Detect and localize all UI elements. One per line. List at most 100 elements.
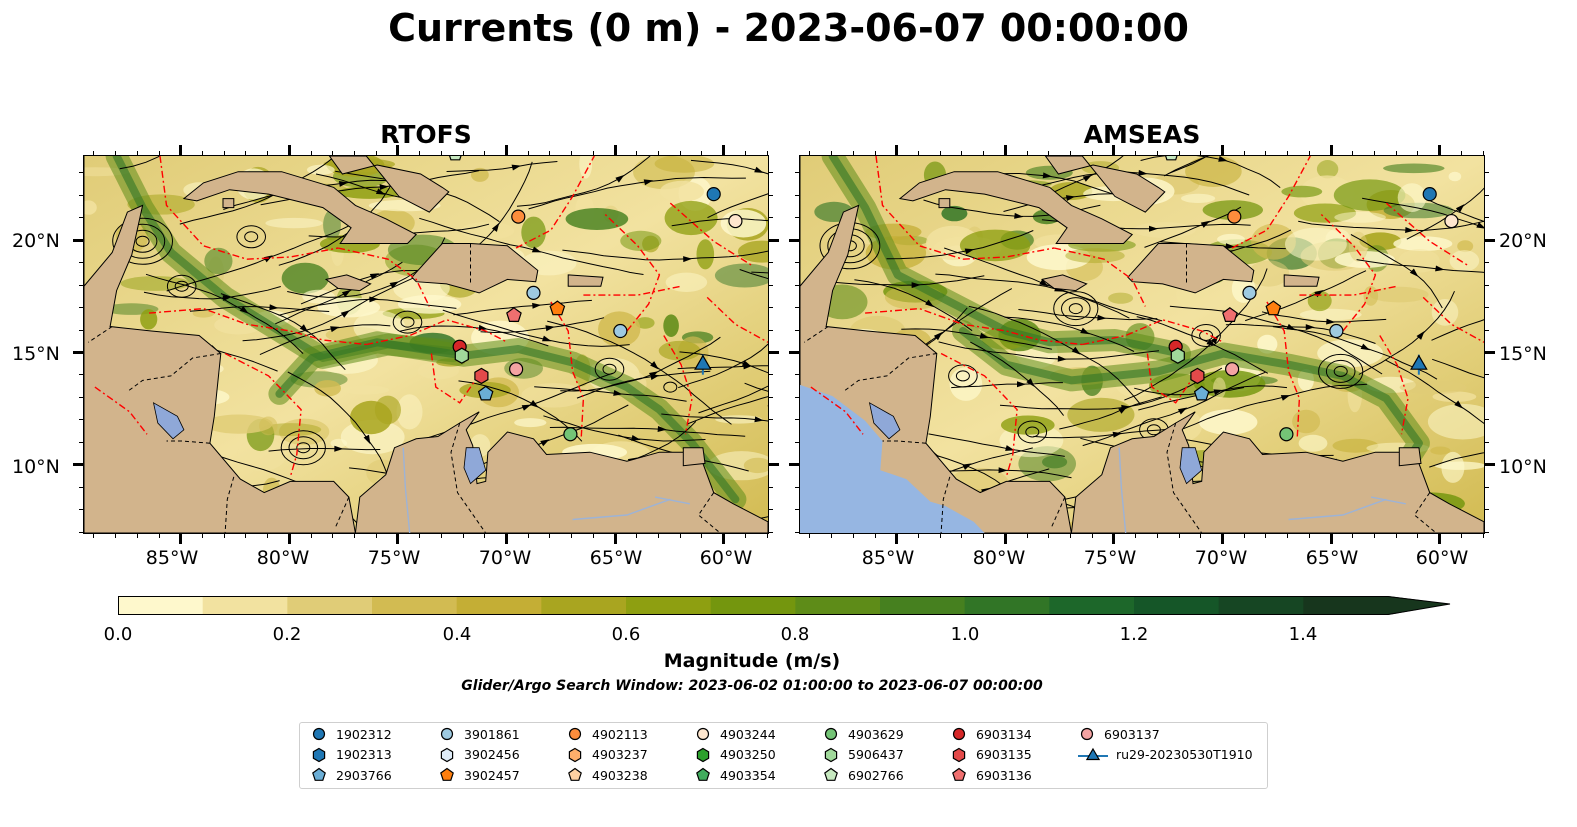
legend-circle[interactable]	[312, 727, 326, 741]
legend-item-6903137: 6903137	[1078, 725, 1160, 743]
axis-tick	[769, 350, 779, 354]
legend-label: 4903629	[848, 726, 904, 742]
axis-tick	[917, 151, 919, 155]
axis-tick	[310, 151, 312, 155]
float-6903137[interactable]	[509, 362, 524, 377]
map-rtofs[interactable]	[84, 156, 768, 533]
axis-tick	[1265, 151, 1267, 155]
land-trinidad	[1398, 447, 1422, 467]
colorbar-segment	[710, 596, 796, 615]
legend-pentagon[interactable]	[952, 767, 966, 781]
legend-pentagon[interactable]	[824, 767, 838, 781]
axis-tick	[245, 151, 247, 155]
float-4903629[interactable]	[563, 427, 578, 442]
float-3901861[interactable]	[1242, 285, 1257, 300]
float-5906437[interactable]	[1170, 347, 1185, 364]
legend-hexagon[interactable]	[696, 747, 710, 762]
axis-tick	[1329, 534, 1333, 544]
legend-triangle[interactable]	[1085, 747, 1101, 760]
axis-tick	[1485, 396, 1489, 398]
axis-tick	[223, 151, 225, 155]
land-hispaniola	[411, 243, 539, 294]
legend-hexagon[interactable]	[824, 747, 838, 762]
axis-tick	[79, 217, 83, 219]
legend-circle[interactable]	[824, 727, 838, 741]
land-hispaniola	[1127, 243, 1255, 294]
glider-ru29-20230530T1910[interactable]	[1410, 354, 1428, 370]
axis-tick	[79, 374, 83, 376]
axis-tick	[79, 262, 83, 264]
axis-tick	[571, 151, 573, 155]
float-6903137[interactable]	[1225, 362, 1240, 377]
lon-label-65-amseas: 65°W	[1305, 547, 1359, 569]
map-amseas[interactable]	[800, 156, 1484, 533]
float-3902457[interactable]	[549, 300, 566, 316]
axis-tick	[79, 396, 83, 398]
float-4903629[interactable]	[1279, 427, 1294, 442]
legend-circle[interactable]	[952, 727, 966, 741]
legend-item-2903766: 2903766	[310, 766, 392, 784]
float-6903136[interactable]	[506, 307, 522, 322]
float-3901861[interactable]	[526, 285, 541, 300]
legend-label: 3902457	[464, 767, 520, 783]
axis-tick	[1200, 534, 1202, 538]
float-3902457[interactable]	[1265, 300, 1282, 316]
colorbar-tick-0.6: 0.6	[611, 624, 641, 645]
legend-hexagon[interactable]	[440, 747, 454, 762]
legend-circle[interactable]	[568, 727, 582, 741]
float-4903244[interactable]	[728, 213, 743, 229]
legend-hexagon[interactable]	[568, 747, 582, 762]
land-isleOfPines	[222, 198, 235, 209]
map-panel-amseas[interactable]	[799, 155, 1485, 534]
land-cuba	[898, 171, 1134, 244]
land-jamaica	[324, 274, 372, 292]
legend-hexagon[interactable]	[952, 747, 966, 762]
axis-tick	[636, 534, 638, 538]
axis-tick	[1308, 534, 1310, 538]
colorbar-segment	[880, 596, 966, 615]
legend-item-6903134: 6903134	[950, 725, 1032, 743]
legend-pentagon[interactable]	[568, 767, 582, 781]
float-3901861[interactable]	[1329, 323, 1344, 339]
float-6902766[interactable]	[1164, 156, 1178, 161]
lon-label-60-rtofs: 60°W	[699, 547, 753, 569]
legend-circle[interactable]	[696, 727, 710, 741]
float-4902113[interactable]	[511, 209, 526, 224]
axis-tick	[73, 350, 83, 354]
legend-pentagon[interactable]	[440, 767, 454, 781]
float-6903135[interactable]	[474, 367, 489, 385]
axis-tick	[789, 238, 799, 242]
legend-hexagon[interactable]	[312, 747, 326, 762]
float-1902312[interactable]	[706, 187, 721, 202]
axis-tick	[1265, 534, 1267, 538]
legend-item-4903244: 4903244	[694, 725, 776, 743]
float-2903766[interactable]	[477, 385, 494, 401]
axis-tick	[1220, 534, 1224, 544]
axis-tick	[1417, 151, 1419, 155]
float-6902766[interactable]	[448, 156, 462, 161]
legend-circle[interactable]	[440, 727, 454, 741]
lat-label-20-left: 20°N	[12, 230, 60, 252]
float-3901861[interactable]	[613, 323, 628, 339]
legend-item-6902766: 6902766	[822, 766, 904, 784]
land-puertoRico	[1283, 274, 1320, 287]
legend-circle[interactable]	[1080, 727, 1094, 741]
legend-pentagon[interactable]	[696, 767, 710, 781]
float-1902312[interactable]	[1422, 187, 1437, 202]
legend-marker-hexagon-icon	[824, 747, 838, 762]
glider-ru29-20230530T1910[interactable]	[694, 354, 712, 370]
axis-tick	[657, 151, 659, 155]
float-4902113[interactable]	[1227, 209, 1242, 224]
legend-pentagon[interactable]	[312, 767, 326, 781]
float-4903244[interactable]	[1444, 213, 1459, 229]
country-borders	[804, 243, 1437, 533]
colorbar-tick-1.4: 1.4	[1288, 624, 1318, 645]
float-5906437[interactable]	[454, 347, 469, 364]
float-2903766[interactable]	[1193, 385, 1210, 401]
lat-label-10-right: 10°N	[1499, 456, 1547, 478]
axis-tick	[766, 151, 768, 155]
float-6903136[interactable]	[1222, 307, 1238, 322]
lon-label-75-amseas: 75°W	[1083, 547, 1137, 569]
float-6903135[interactable]	[1190, 367, 1205, 385]
map-panel-rtofs[interactable]	[83, 155, 769, 534]
